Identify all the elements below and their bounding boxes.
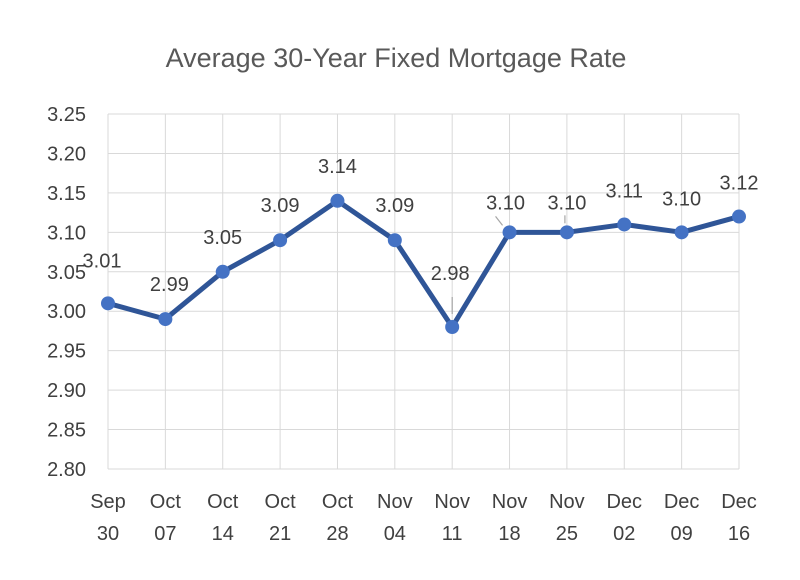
y-tick-label: 3.05 [47,262,86,284]
data-label: 2.98 [431,263,470,285]
data-point-marker [559,225,574,240]
x-tick-label: Nov 18 [492,491,528,545]
data-label: 3.01 [83,250,122,272]
data-point-marker [215,264,230,279]
data-label: 3.05 [203,227,242,249]
data-label: 3.11 [606,180,643,202]
x-tick-label: Nov 04 [377,491,413,545]
y-tick-label: 3.10 [47,222,86,244]
x-tick-label: Oct 21 [265,491,297,545]
x-tick-label: Nov 25 [549,491,585,545]
x-tick-label: Oct 07 [150,491,182,545]
x-tick-label: Dec 09 [664,491,700,545]
chart-title: Average 30-Year Fixed Mortgage Rate [166,43,627,73]
data-point-marker [330,193,345,208]
x-tick-label: Sep 30 [90,491,126,545]
y-tick-label: 3.20 [47,143,86,165]
data-point-marker [158,312,173,327]
y-tick-label: 3.25 [47,104,86,126]
data-label: 3.10 [547,192,586,214]
data-label: 3.14 [318,156,357,178]
data-point-marker [273,233,288,248]
data-label-leader-lines [451,215,566,314]
data-point-marker [445,320,460,334]
data-point-markers [101,193,746,334]
y-tick-label: 3.00 [47,301,86,323]
y-axis-tick-labels: 2.80 2.85 2.90 2.95 3.00 3.05 3.10 3.15 3.20 3.25 [47,104,86,481]
data-point-marker [502,225,517,240]
gridlines [107,113,740,470]
x-tick-label: Oct 14 [207,491,239,545]
x-tick-label: Oct 28 [322,491,354,545]
x-tick-label: Dec 02 [606,491,642,545]
data-label: 2.99 [150,274,189,296]
x-tick-label: Nov 11 [434,491,470,545]
data-point-marker [617,217,632,232]
x-tick-label: Dec 16 [721,491,757,545]
data-point-marker [732,209,746,224]
y-tick-label: 2.85 [47,420,86,442]
data-point-marker [387,233,402,248]
data-label: 3.09 [261,195,300,217]
y-tick-label: 2.90 [47,380,86,402]
data-label-leader-line [495,215,504,226]
data-label: 3.12 [720,173,759,195]
series-line [105,198,742,330]
x-axis-tick-labels: Sep 30 Oct 07 Oct 14 Oct 21 Oct 28 Nov 04 Nov 11 Nov 18… [90,491,757,545]
series-layer [105,198,742,330]
data-labels: 3.01 2.99 3.05 3.09 3.14 3.09 2.98 3.10 3.10 3.11… [83,156,759,296]
y-tick-label: 2.80 [47,459,86,481]
data-label: 3.09 [375,195,414,217]
y-tick-label: 3.15 [47,183,86,205]
y-tick-label: 2.95 [47,341,86,363]
data-point-marker [674,225,689,240]
data-label: 3.10 [486,192,525,214]
data-point-marker [101,296,115,311]
data-label: 3.10 [662,188,701,210]
